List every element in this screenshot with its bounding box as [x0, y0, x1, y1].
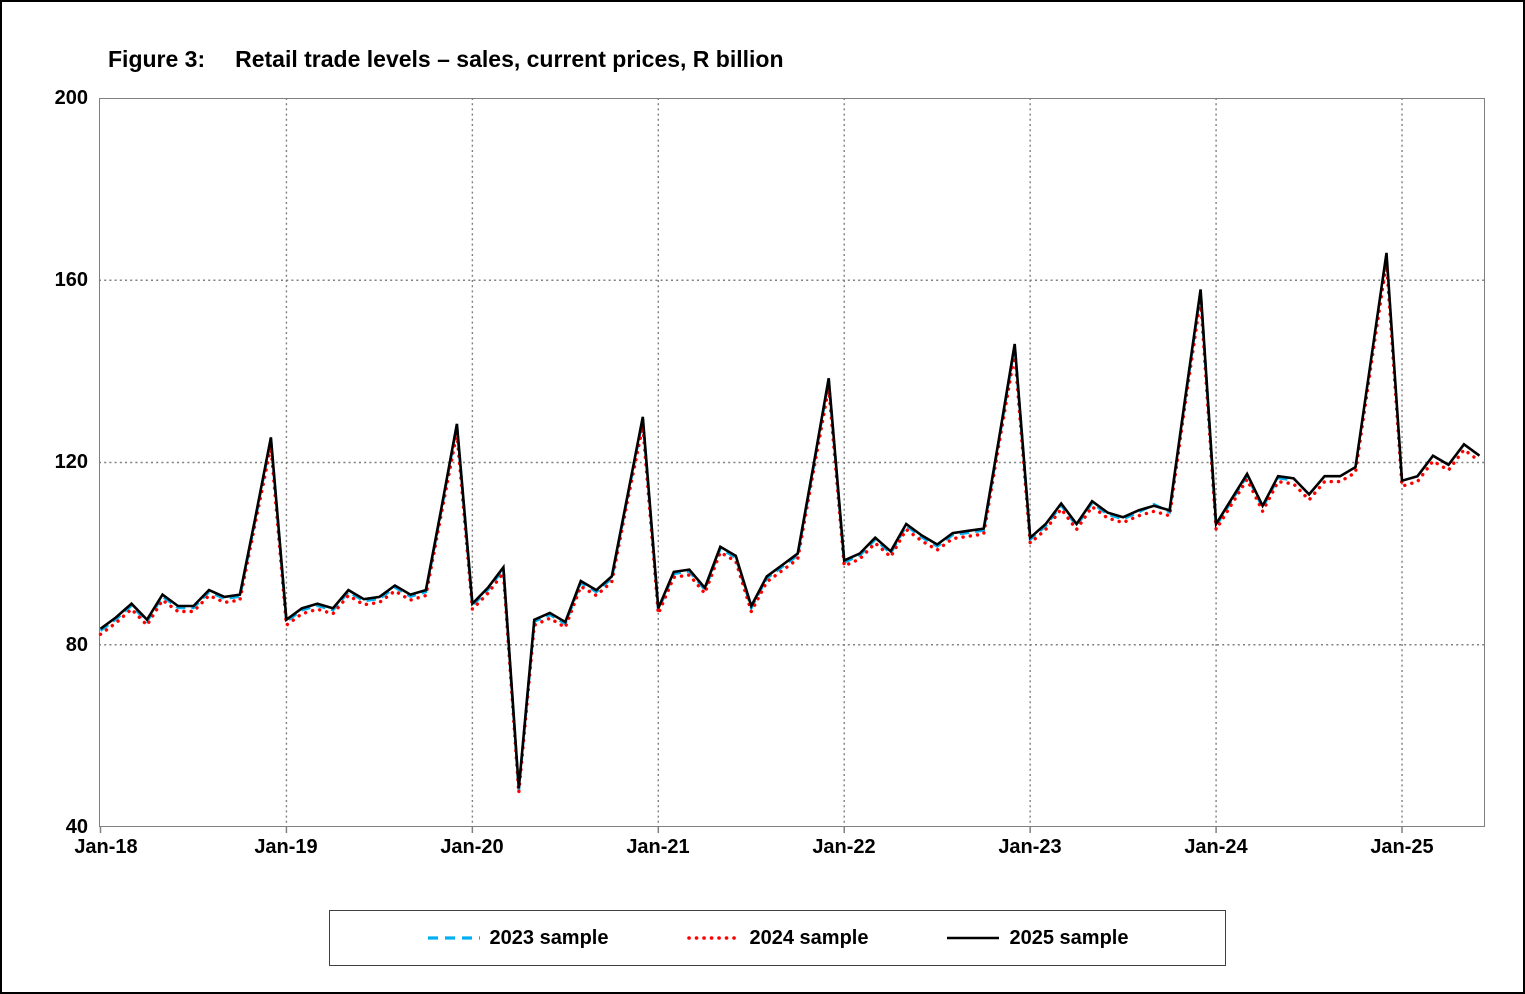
chart-title-text: Retail trade levels – sales, current pri… [235, 46, 784, 72]
y-axis-tick-label: 40 [65, 816, 88, 838]
x-axis-tick-label: Jan-22 [812, 836, 876, 858]
y-axis-tick-label: 120 [54, 451, 88, 473]
x-axis-tick-label: Jan-20 [440, 836, 504, 858]
legend-solid-line-swatch [947, 936, 1000, 940]
legend-label: 2025 sample [1009, 926, 1129, 949]
x-axis-tick-label: Jan-24 [1184, 836, 1248, 858]
chart-title: Figure 3: Retail trade levels – sales, cu… [108, 46, 784, 73]
y-axis-tick-label: 80 [65, 634, 88, 656]
x-axis-tick-label: Jan-18 [74, 836, 138, 858]
chart-legend: 2023 sample 2024 sample 2025 sample [329, 910, 1226, 966]
legend-item-2023-sample: 2023 sample [427, 927, 609, 950]
y-axis-tick-label: 200 [54, 87, 88, 109]
x-axis-tick-label: Jan-25 [1370, 836, 1434, 858]
legend-item-2024-sample: 2024 sample [686, 926, 869, 950]
plot-area [98, 98, 1485, 833]
x-axis-tick-label: Jan-21 [626, 836, 690, 858]
y-axis-tick-label: 160 [54, 269, 88, 291]
x-axis-tick-label: Jan-23 [998, 836, 1062, 858]
chart-svg [98, 98, 1485, 833]
legend-item-2025-sample: 2025 sample [946, 927, 1128, 950]
chart-title-prefix: Figure 3: [108, 46, 206, 72]
legend-label: 2023 sample [489, 926, 609, 949]
legend-label: 2024 sample [749, 926, 869, 949]
legend-dotted-line-swatch [686, 936, 741, 940]
legend-dashed-line-swatch [427, 936, 480, 940]
x-axis-tick-label: Jan-19 [254, 836, 318, 858]
